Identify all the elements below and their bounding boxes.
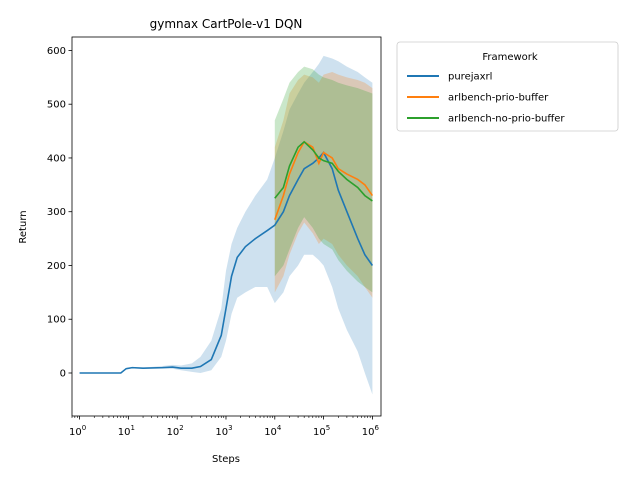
x-tick-label: 105 <box>313 424 330 438</box>
x-tick-label: 100 <box>69 424 86 438</box>
plot-area-frame <box>71 36 382 417</box>
chart-title: gymnax CartPole-v1 DQN <box>150 17 303 31</box>
y-tick-label: 100 <box>47 315 66 326</box>
x-tick-label: 104 <box>264 424 282 438</box>
y-tick-label: 500 <box>47 100 66 111</box>
x-tick-label: 103 <box>215 424 232 438</box>
x-axis-label: Steps <box>212 454 240 465</box>
legend-label-arlbench-prio-buffer: arlbench-prio-buffer <box>448 93 549 104</box>
line-arlbench-no-prio-buffer <box>274 140 373 202</box>
y-tick-label: 200 <box>47 261 66 272</box>
series-lines <box>79 140 374 374</box>
legend-entries: purejaxrl arlbench-prio-buffer arlbench-no… <box>407 72 565 125</box>
x-axis: 100 101 102 103 104 105 106 <box>69 416 380 438</box>
legend-label-arlbench-no-prio-buffer: arlbench-no-prio-buffer <box>448 114 565 125</box>
legend-label-purejaxrl: purejaxrl <box>448 72 492 83</box>
y-tick-label: 600 <box>47 46 66 57</box>
legend-title: Framework <box>482 52 538 63</box>
y-axis: 0 100 200 300 400 500 600 <box>47 46 72 379</box>
line-purejaxrl <box>79 151 374 374</box>
band-arlbench-prio-buffer <box>274 71 373 298</box>
y-tick-label: 300 <box>47 207 66 218</box>
x-tick-label: 106 <box>362 424 380 438</box>
legend: Framework purejaxrl arlbench-prio-buffer a… <box>396 41 619 132</box>
y-tick-label: 400 <box>47 153 66 164</box>
y-tick-label: 0 <box>60 368 66 379</box>
y-axis-label: Return <box>18 210 29 243</box>
line-arlbench-prio-buffer <box>274 140 374 221</box>
x-tick-label: 101 <box>118 424 135 438</box>
legend-frame <box>396 41 619 132</box>
x-tick-label: 102 <box>167 424 184 438</box>
band-purejaxrl <box>79 55 373 395</box>
confidence-bands <box>79 55 373 395</box>
band-arlbench-no-prio-buffer <box>274 66 373 293</box>
